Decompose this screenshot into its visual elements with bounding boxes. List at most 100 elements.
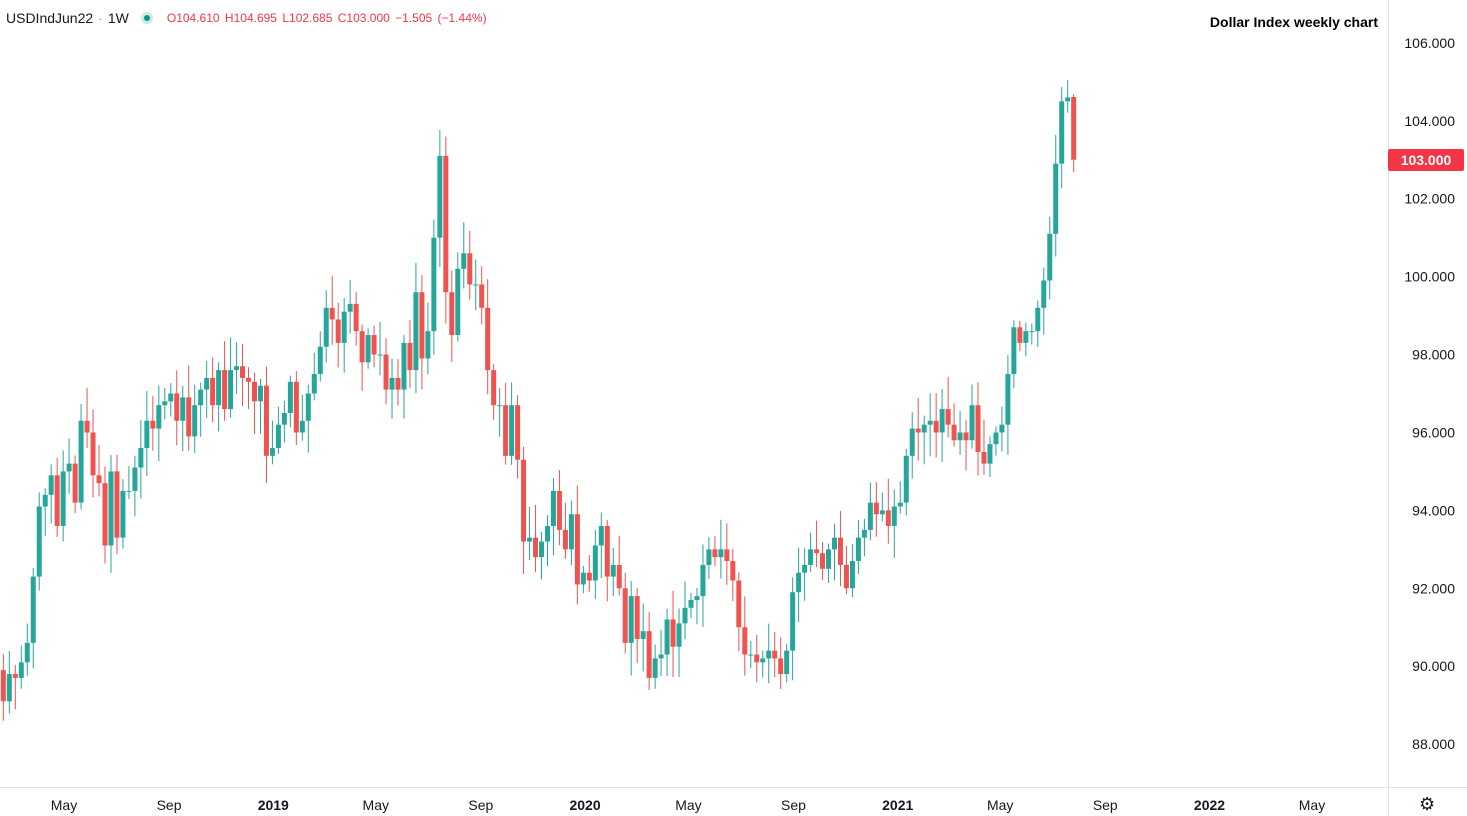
candle[interactable] (156, 385, 162, 461)
candle[interactable] (377, 321, 383, 376)
candle[interactable] (730, 549, 736, 601)
candle[interactable] (616, 535, 622, 596)
candle[interactable] (473, 259, 479, 311)
candle[interactable] (48, 464, 54, 524)
candle[interactable] (694, 587, 700, 625)
candle[interactable] (700, 544, 706, 627)
candle[interactable] (1047, 216, 1053, 300)
candle[interactable] (353, 292, 359, 346)
candle[interactable] (975, 382, 981, 476)
candle[interactable] (84, 387, 90, 449)
candle[interactable] (1071, 93, 1077, 173)
candle[interactable] (96, 444, 102, 497)
candle[interactable] (66, 438, 72, 494)
candle[interactable] (544, 515, 550, 567)
candle[interactable] (927, 393, 933, 457)
candle[interactable] (562, 502, 568, 559)
candle[interactable] (509, 382, 515, 465)
candle[interactable] (843, 545, 849, 595)
candle[interactable] (957, 410, 963, 455)
candle[interactable] (413, 263, 419, 394)
candle[interactable] (981, 419, 987, 475)
candle[interactable] (933, 393, 939, 458)
candle[interactable] (969, 384, 975, 449)
candle[interactable] (527, 507, 533, 561)
interval-label[interactable]: 1W (107, 10, 129, 26)
candle[interactable] (120, 479, 126, 549)
candle[interactable] (198, 382, 204, 437)
candle[interactable] (873, 482, 879, 537)
candle[interactable] (837, 510, 843, 587)
candle[interactable] (311, 352, 317, 401)
candle[interactable] (897, 481, 903, 514)
candle[interactable] (670, 590, 676, 678)
candle[interactable] (395, 359, 401, 406)
candle[interactable] (718, 519, 724, 579)
candle[interactable] (180, 385, 186, 452)
candle[interactable] (503, 382, 509, 465)
candle[interactable] (987, 436, 993, 477)
candle[interactable] (820, 541, 826, 580)
candle[interactable] (1023, 322, 1029, 357)
candle[interactable] (443, 136, 449, 324)
candle[interactable] (891, 489, 897, 558)
candle[interactable] (174, 370, 180, 446)
candle[interactable] (802, 548, 808, 601)
candle[interactable] (646, 612, 652, 691)
candle[interactable] (371, 325, 377, 368)
candle[interactable] (204, 360, 210, 418)
candle[interactable] (831, 523, 837, 581)
candle[interactable] (521, 446, 527, 574)
candle[interactable] (586, 555, 592, 592)
candle[interactable] (216, 362, 222, 432)
candle[interactable] (790, 577, 796, 681)
candle[interactable] (568, 500, 574, 566)
candle[interactable] (706, 537, 712, 580)
candle[interactable] (437, 129, 443, 268)
candle[interactable] (186, 365, 192, 451)
candle[interactable] (1041, 267, 1047, 335)
candle[interactable] (72, 455, 78, 514)
candle[interactable] (275, 406, 281, 454)
candle[interactable] (497, 387, 503, 437)
candle[interactable] (658, 630, 664, 677)
candle-plot-area[interactable] (0, 80, 1388, 721)
candle[interactable] (54, 457, 60, 537)
candle[interactable] (1065, 80, 1071, 113)
candle[interactable] (885, 478, 891, 544)
candle[interactable] (234, 342, 240, 394)
candle[interactable] (861, 518, 867, 557)
candle[interactable] (485, 279, 491, 395)
candle[interactable] (269, 420, 275, 465)
gear-icon[interactable]: ⚙ (1419, 794, 1436, 814)
candle[interactable] (778, 637, 784, 689)
candle[interactable] (114, 454, 120, 555)
candle[interactable] (556, 470, 562, 546)
candle[interactable] (263, 366, 269, 483)
candle[interactable] (808, 532, 814, 572)
candle[interactable] (879, 492, 885, 522)
candle[interactable] (742, 596, 748, 676)
candle[interactable] (814, 520, 820, 568)
candle[interactable] (401, 335, 407, 419)
candle[interactable] (712, 536, 718, 566)
candle[interactable] (132, 455, 138, 517)
candle[interactable] (628, 580, 634, 676)
candle[interactable] (461, 222, 467, 289)
candle[interactable] (1035, 300, 1041, 347)
candle[interactable] (42, 488, 48, 537)
candle[interactable] (550, 478, 556, 556)
candle[interactable] (533, 504, 539, 573)
candle[interactable] (826, 543, 832, 583)
candle[interactable] (748, 640, 754, 669)
candle[interactable] (963, 419, 969, 471)
candle[interactable] (754, 634, 760, 683)
candle[interactable] (108, 454, 114, 573)
candle[interactable] (425, 302, 431, 375)
candle[interactable] (479, 266, 485, 325)
candle[interactable] (999, 406, 1005, 452)
candle[interactable] (246, 367, 252, 409)
candle[interactable] (305, 384, 311, 453)
candle[interactable] (251, 372, 257, 435)
